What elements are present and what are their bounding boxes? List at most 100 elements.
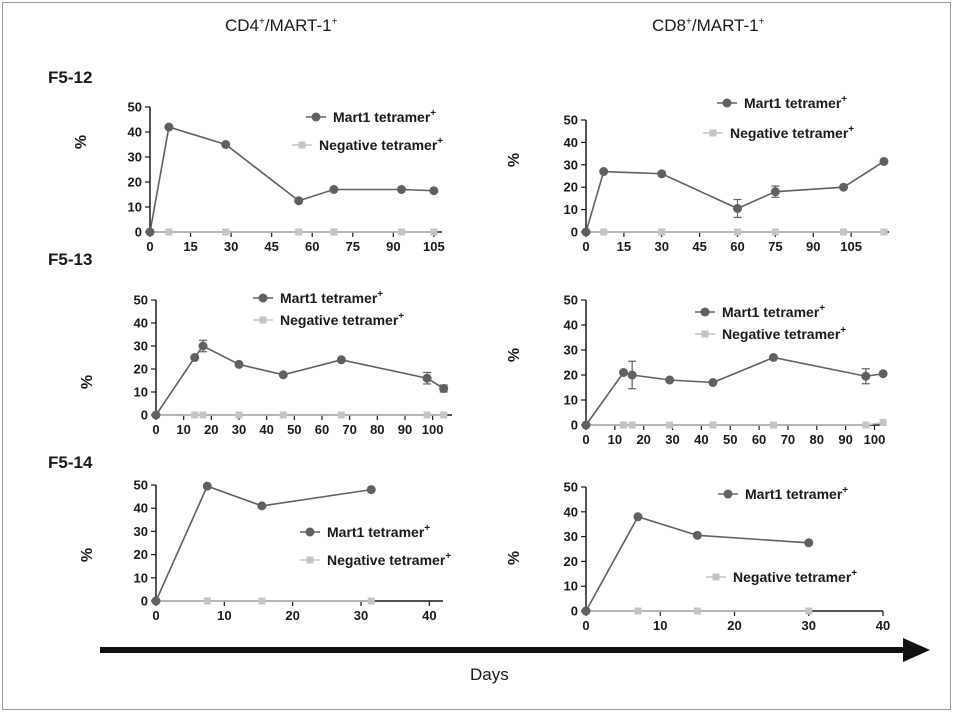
legend-marker-mart1 [700, 307, 710, 317]
legend-marker-negative [709, 129, 717, 137]
y-tick-label: 40 [134, 316, 148, 331]
data-point-mart1 [329, 185, 339, 194]
data-point-mart1 [422, 373, 432, 383]
x-tick-label: 20 [204, 422, 218, 437]
x-tick-label: 10 [653, 618, 667, 633]
column-title-cd8-sup2: + [758, 16, 765, 28]
x-axis-label-days: Days [470, 665, 509, 684]
data-point-negative [880, 228, 888, 236]
legend-marker-mart1 [723, 489, 733, 499]
data-point-mart1 [804, 538, 814, 548]
legend-label-sup: + [842, 485, 848, 496]
data-point-negative [600, 228, 608, 236]
series-line-mart1 [585, 356, 884, 426]
y-tick-label: 50 [564, 293, 578, 308]
x-tick-label: 15 [617, 239, 631, 254]
data-point-mart1 [151, 596, 161, 606]
y-tick-label: 0 [141, 408, 148, 423]
data-point-negative [620, 421, 627, 429]
series-line-mart1 [585, 515, 809, 612]
x-tick-label: 105 [840, 239, 862, 254]
legend-label-sup: + [430, 108, 436, 119]
y-tick-label: 30 [564, 157, 578, 172]
data-point-mart1 [599, 167, 609, 177]
y-tick-label: 0 [571, 418, 578, 433]
legend-label-text: Mart1 tetramer [722, 304, 820, 320]
x-tick-label: 40 [694, 432, 708, 447]
data-point-mart1 [769, 353, 778, 362]
x-tick-label: 45 [692, 239, 706, 254]
chart-panel-3: 0 10 20 30 40 50 0 10 20 30 40 50 60 70 80 90 100% Mart1 … [506, 293, 888, 447]
legend-label: Mart1 tetramer+ [280, 289, 383, 306]
y-tick-label: 20 [134, 362, 148, 377]
y-tick-label: 0 [571, 225, 578, 240]
x-tick-label: 90 [398, 422, 412, 437]
data-point-negative [862, 421, 870, 429]
x-tick-label: 30 [655, 239, 669, 254]
data-point-mart1 [366, 485, 376, 495]
y-tick-label: 10 [134, 570, 148, 585]
y-tick-label: 50 [134, 478, 148, 493]
data-point-mart1 [439, 384, 449, 394]
legend-label-text: Mart1 tetramer [744, 95, 842, 111]
data-point-negative [191, 411, 199, 419]
y-tick-label: 30 [564, 529, 578, 544]
x-tick-label: 10 [176, 422, 190, 437]
data-point-negative [430, 228, 438, 236]
legend-label-sup: + [377, 289, 383, 300]
legend-label: Mart1 tetramer+ [744, 94, 847, 111]
legend-label: Mart1 tetramer+ [745, 485, 848, 502]
legend-label-text: Mart1 tetramer [745, 486, 843, 502]
y-tick-label: 10 [564, 393, 578, 408]
data-point-negative [165, 228, 173, 236]
data-point-negative [337, 411, 345, 419]
data-point-negative [222, 228, 230, 236]
data-point-mart1 [733, 203, 742, 213]
y-tick-label: 0 [571, 604, 578, 619]
column-title-cd8-mid: /MART-1 [691, 16, 759, 35]
data-point-mart1 [164, 122, 174, 132]
data-point-negative [666, 421, 674, 429]
legend-label-sup: + [841, 94, 847, 105]
legend-marker-negative [306, 556, 314, 564]
y-axis-label: % [79, 375, 96, 389]
y-axis-label: % [506, 153, 523, 167]
y-tick-label: 40 [564, 504, 578, 519]
column-title-cd8-base: CD8 [652, 16, 687, 35]
data-point-negative [734, 228, 741, 236]
days-arrow [100, 638, 930, 662]
x-tick-label: 0 [582, 239, 589, 254]
data-point-mart1 [336, 355, 346, 365]
y-tick-label: 30 [564, 343, 578, 358]
y-tick-label: 20 [564, 180, 578, 195]
x-tick-label: 40 [422, 608, 436, 623]
legend-label-text: Negative tetramer [730, 125, 849, 141]
x-tick-label: 45 [264, 239, 278, 254]
data-point-negative [440, 411, 448, 419]
legend-label-sup: + [437, 136, 443, 147]
data-point-negative [634, 607, 642, 615]
column-title-cd4-base: CD4 [225, 16, 260, 35]
y-tick-label: 10 [128, 200, 142, 215]
data-point-mart1 [198, 341, 208, 351]
column-title-cd8-sup1: + [686, 16, 692, 28]
legend-label-text: Negative tetramer [327, 552, 446, 568]
data-point-negative [879, 419, 887, 426]
legend-marker-negative [712, 573, 720, 581]
y-tick-label: 30 [134, 339, 148, 354]
y-axis-label: % [506, 348, 523, 362]
x-tick-label: 0 [582, 618, 589, 633]
x-tick-label: 60 [730, 239, 744, 254]
x-tick-label: 60 [305, 239, 319, 254]
x-tick-label: 0 [152, 422, 159, 437]
data-point-negative [279, 411, 287, 419]
legend-label-text: Negative tetramer [280, 312, 399, 328]
data-point-mart1 [633, 512, 643, 522]
x-tick-label: 90 [386, 239, 400, 254]
data-point-negative [628, 421, 636, 429]
column-title-cd4-sup2: + [331, 16, 338, 28]
y-tick-label: 50 [134, 293, 148, 308]
